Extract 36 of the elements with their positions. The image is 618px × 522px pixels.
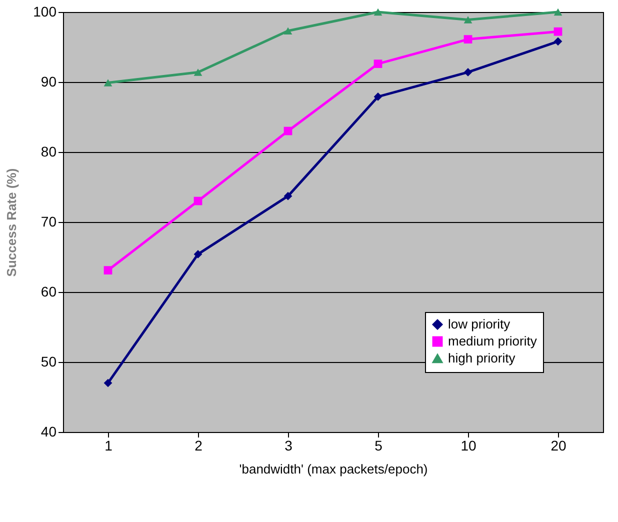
y-tick-label: 100 [33, 4, 57, 20]
x-tick-label: 3 [284, 438, 293, 454]
point [554, 27, 562, 36]
y-tick-label: 70 [40, 214, 57, 230]
x-tick-label: 5 [374, 438, 383, 454]
point [104, 79, 112, 86]
x-tick-label: 20 [550, 438, 566, 454]
x-tick-label: 10 [460, 438, 476, 454]
point [194, 196, 202, 206]
x-axis-title: 'bandwidth' (max packets/epoch) [239, 462, 428, 476]
legend-label: low priority [448, 316, 511, 332]
point [374, 8, 382, 16]
legend-label: high priority [448, 350, 516, 366]
point [104, 266, 112, 274]
x-tick-label: 2 [194, 438, 203, 454]
y-tick-label: 80 [40, 144, 57, 160]
point [104, 378, 112, 388]
point [284, 27, 292, 35]
point [464, 68, 472, 76]
y-tick-label: 60 [40, 284, 57, 300]
y-tick-label: 50 [40, 354, 57, 370]
y-tick-label: 90 [40, 74, 57, 90]
y-tick-label: 40 [40, 424, 57, 440]
point [464, 16, 472, 24]
point [554, 8, 562, 16]
point [194, 250, 202, 258]
legend-label: medium priority [448, 334, 538, 348]
point [554, 37, 562, 46]
point [374, 92, 382, 101]
y-axis-title: Success Rate (%) [4, 168, 20, 277]
point [284, 192, 292, 200]
point [194, 68, 202, 76]
x-tick-label: 1 [104, 438, 113, 454]
point [374, 60, 382, 68]
point [464, 35, 472, 44]
point [284, 126, 292, 136]
